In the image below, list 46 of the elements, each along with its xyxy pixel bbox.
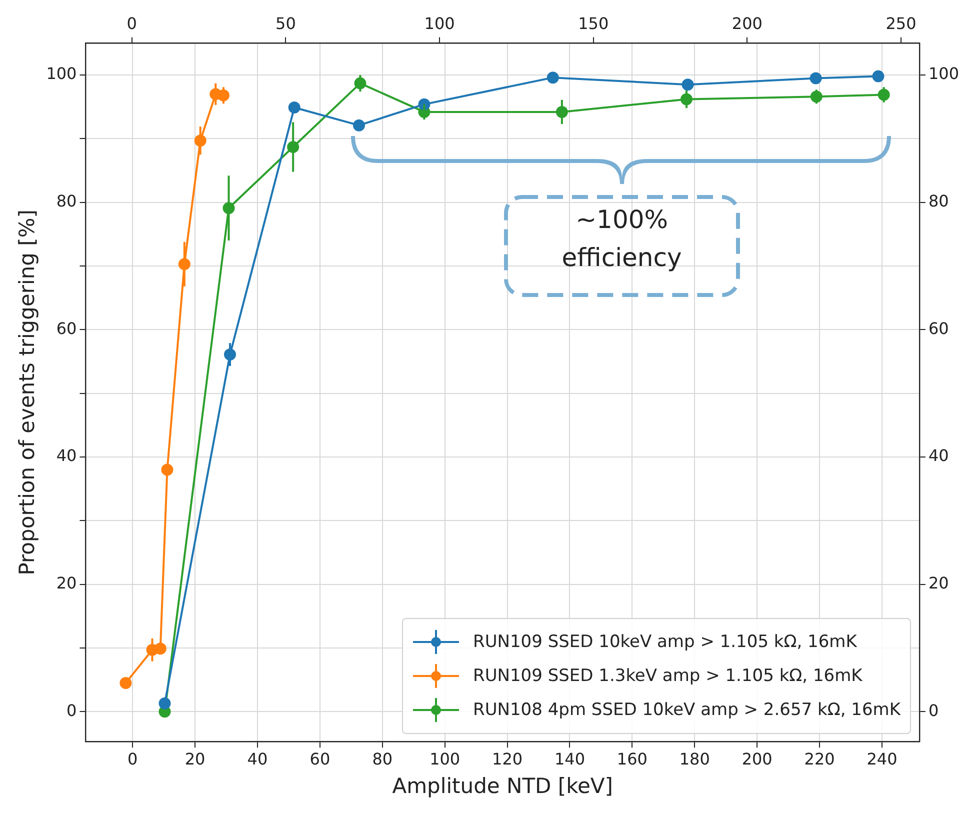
x-tick-label: 220: [804, 749, 835, 768]
point: [682, 78, 694, 91]
point: [546, 72, 559, 84]
x2-tick-label: 150: [578, 14, 609, 33]
legend-label: RUN109 SSED 1.3keV amp > 1.105 kΩ, 16mK: [473, 666, 862, 686]
y-tick-label: 0: [66, 700, 77, 720]
y2-tick-label: 100: [928, 64, 960, 84]
point: [120, 677, 132, 690]
y2-tick-label: 60: [928, 318, 949, 338]
point: [352, 119, 365, 132]
x2-tick-label: 0: [126, 14, 137, 33]
point: [161, 464, 174, 476]
y-axis-title: Proportion of events triggering [%]: [15, 210, 40, 576]
y-tick-label: 100: [46, 64, 77, 84]
point: [872, 70, 884, 82]
point: [158, 697, 171, 710]
legend-label: RUN109 SSED 10keV amp > 1.105 kΩ, 16mK: [473, 632, 857, 652]
x-tick-label: 180: [679, 749, 710, 768]
x2-tick-label: 50: [276, 14, 296, 33]
y2-tick-label: 40: [928, 446, 949, 466]
y-tick-label: 60: [56, 318, 77, 338]
x-tick-label: 100: [430, 749, 460, 768]
x-tick-label: 200: [742, 749, 772, 768]
y-tick-label: 80: [56, 192, 77, 211]
x-tick-label: 0: [127, 749, 138, 768]
x-tick-label: 40: [247, 749, 268, 768]
annotation: ~100% efficiency: [560, 204, 683, 274]
y2-tick-label: 0: [928, 700, 939, 720]
x2-tick-label: 250: [886, 14, 916, 33]
y-tick-label: 40: [56, 446, 77, 466]
y2-tick-label: 80: [928, 192, 949, 211]
legend-label: RUN108 4pm SSED 10keV amp > 2.657 kΩ, 16mK: [473, 700, 900, 720]
point: [810, 72, 822, 84]
y2-tick-label: 20: [928, 574, 949, 593]
x2-tick-label: 200: [732, 14, 762, 33]
x2-tick-label: 100: [424, 14, 455, 33]
x-tick-label: 160: [616, 749, 648, 768]
x-tick-label: 60: [310, 749, 330, 768]
y-tick-label: 20: [56, 574, 77, 593]
x-tick-label: 240: [866, 749, 898, 768]
x-axis-title: Amplitude NTD [keV]: [392, 774, 613, 798]
x-tick-label: 80: [372, 749, 393, 768]
x-tick-label: 20: [184, 749, 206, 768]
x-tick-label: 140: [554, 749, 586, 768]
x-tick-label: 120: [492, 749, 523, 768]
point: [288, 102, 300, 114]
